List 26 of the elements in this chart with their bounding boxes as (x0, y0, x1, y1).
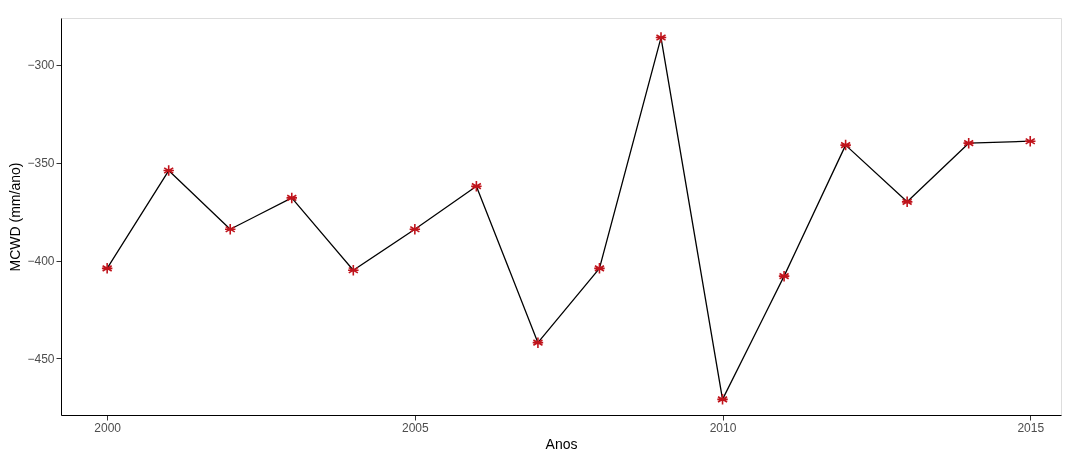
point (716, 393, 729, 406)
x-tick-label: 2005 (401, 420, 430, 435)
point (839, 139, 852, 152)
point (101, 262, 114, 275)
x-tick-label: 2000 (94, 420, 122, 435)
y-tick-label: −400 (27, 254, 55, 268)
point (654, 31, 668, 44)
x-tick-label: 2010 (709, 420, 737, 435)
point (901, 195, 914, 208)
point (531, 336, 544, 349)
point (162, 164, 175, 177)
y-tick-label: −450 (27, 351, 55, 366)
x-axis-title: Anos (545, 435, 578, 452)
y-tick-label: −350 (27, 156, 55, 171)
point (470, 180, 483, 193)
y-axis-title: MCWD (mm/ano) (7, 162, 24, 272)
point (347, 264, 360, 277)
point (224, 223, 237, 236)
point (593, 262, 606, 275)
point (1024, 135, 1037, 148)
y-tick-label: −300 (27, 58, 55, 73)
x-tick-label: 2015 (1017, 420, 1045, 435)
point (962, 137, 975, 150)
point (408, 223, 421, 236)
point (778, 270, 791, 283)
point (285, 191, 298, 204)
